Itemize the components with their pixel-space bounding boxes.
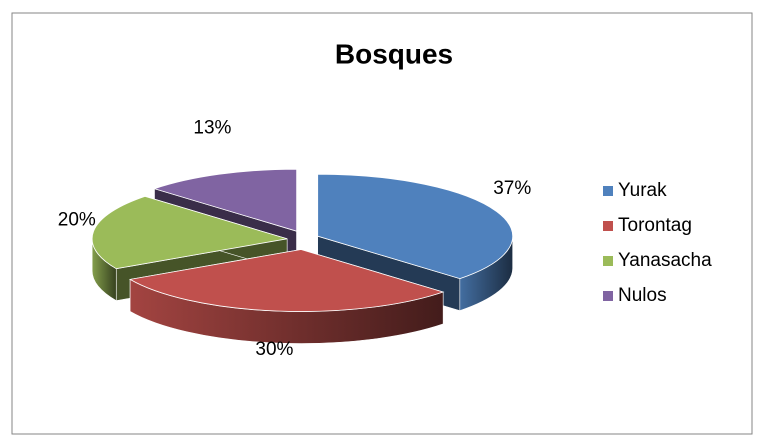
- legend-swatch: [603, 186, 613, 196]
- legend-label: Yurak: [618, 180, 667, 201]
- slice-top: [128, 249, 445, 312]
- legend-label: Torontag: [618, 215, 692, 236]
- data-label: 30%: [255, 339, 293, 360]
- slice-top: [91, 195, 288, 270]
- data-label: 13%: [193, 118, 231, 139]
- chart-title: Bosques: [335, 38, 453, 69]
- slice: [128, 249, 445, 344]
- slice-top: [317, 173, 514, 280]
- data-label: 20%: [58, 209, 96, 230]
- data-label: 37%: [493, 178, 531, 199]
- legend-swatch: [603, 291, 613, 301]
- slice-top: [153, 168, 298, 232]
- legend-label: Nulos: [618, 285, 667, 306]
- legend-label: Yanasacha: [618, 250, 712, 271]
- legend-swatch: [603, 221, 613, 231]
- legend-swatch: [603, 256, 613, 266]
